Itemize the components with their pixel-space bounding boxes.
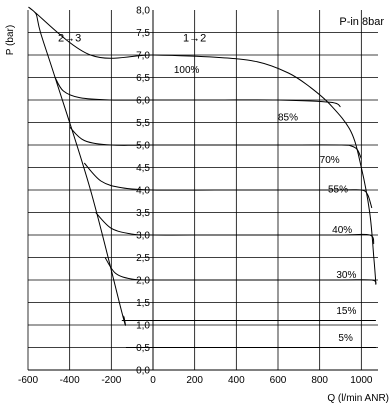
- series-curves: [28, 6, 377, 348]
- labels: 0,0 0,5 1,0 1,5 2,0 2,5 3,0 3,5 4,0 4,5 5,0 5,5 6,0 6…: [18, 6, 373, 387]
- series-label: 40%: [332, 225, 352, 236]
- series-line-5: [104, 257, 377, 285]
- series-label: 5%: [338, 333, 353, 344]
- y-tick-label: 4,0: [136, 186, 150, 197]
- series-label: 30%: [336, 270, 356, 281]
- x-tick-label: 400: [228, 375, 245, 386]
- x-axis-label: Q (l/min ANR): [327, 393, 389, 404]
- y-tick-label: 7,5: [136, 28, 150, 39]
- y-tick-label: 6,0: [136, 96, 150, 107]
- y-tick-label: 3,0: [136, 231, 150, 242]
- series-line-4: [95, 212, 375, 245]
- series-line-1: [54, 77, 341, 108]
- y-tick-label: 8,0: [136, 6, 150, 17]
- region-label: 1→2: [183, 33, 206, 45]
- x-tick-label: 200: [186, 375, 203, 386]
- grid: [27, 10, 378, 370]
- chart-annotation: P-in 8bar: [339, 16, 384, 28]
- y-tick-label: 0,0: [136, 366, 150, 377]
- y-tick-label: 2,5: [136, 253, 150, 264]
- x-tick-label: -600: [18, 375, 38, 386]
- y-tick-label: 1,5: [136, 298, 150, 309]
- series-label: 55%: [328, 184, 348, 195]
- y-axis-label: P (bar): [5, 25, 16, 55]
- series-label: 100%: [174, 65, 200, 76]
- region-label: 2→3: [58, 33, 81, 45]
- series-line-3: [83, 162, 373, 209]
- y-tick-label: 0,5: [136, 343, 150, 354]
- series-line-2: [69, 126, 362, 159]
- x-tick-label: 0: [150, 375, 156, 386]
- series-label: 70%: [320, 155, 340, 166]
- x-tick-label: -200: [101, 375, 121, 386]
- y-tick-label: 4,5: [136, 163, 150, 174]
- x-tick-label: 600: [270, 375, 287, 386]
- x-tick-label: 800: [311, 375, 328, 386]
- series-label: 85%: [278, 112, 298, 123]
- y-tick-label: 3,5: [136, 208, 150, 219]
- series-line-0: [28, 6, 377, 326]
- y-tick-label: 6,5: [136, 73, 150, 84]
- series-label: 15%: [336, 306, 356, 317]
- y-tick-label: 7,0: [136, 51, 150, 62]
- y-tick-label: 5,5: [136, 118, 150, 129]
- x-tick-label: -400: [60, 375, 80, 386]
- y-tick-label: 5,0: [136, 141, 150, 152]
- y-tick-label: 2,0: [136, 276, 150, 287]
- y-tick-label: 1,0: [136, 321, 150, 332]
- x-tick-label: 1000: [350, 375, 373, 386]
